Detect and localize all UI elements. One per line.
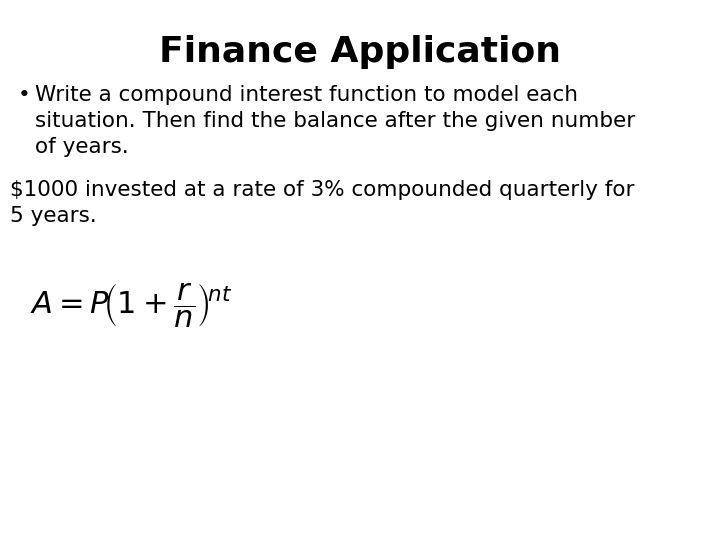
Text: Write a compound interest function to model each: Write a compound interest function to mo… bbox=[35, 85, 578, 105]
Text: Finance Application: Finance Application bbox=[159, 35, 561, 69]
Text: •: • bbox=[18, 85, 31, 105]
Text: $A = P\!\left(1 + \dfrac{r}{n}\right)^{\!nt}$: $A = P\!\left(1 + \dfrac{r}{n}\right)^{\… bbox=[30, 281, 233, 329]
Text: $1000 invested at a rate of 3% compounded quarterly for: $1000 invested at a rate of 3% compounde… bbox=[10, 180, 634, 200]
Text: 5 years.: 5 years. bbox=[10, 206, 96, 226]
Text: situation. Then find the balance after the given number: situation. Then find the balance after t… bbox=[35, 111, 635, 131]
Text: of years.: of years. bbox=[35, 137, 129, 157]
